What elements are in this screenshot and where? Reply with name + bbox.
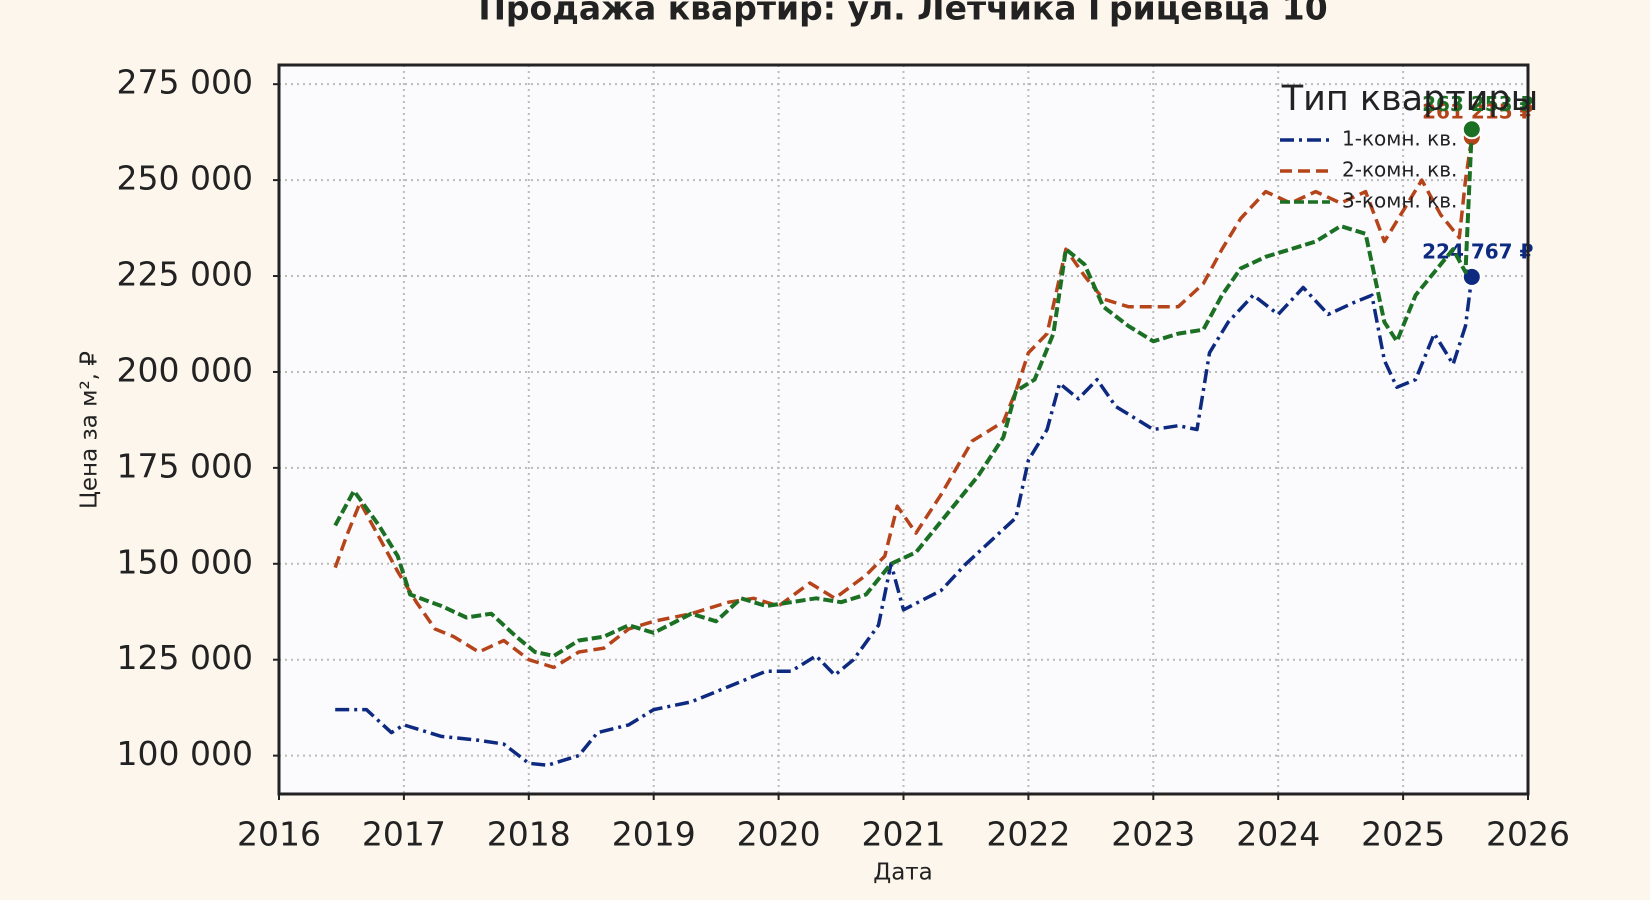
legend-label: 1-комн. кв. xyxy=(1342,127,1457,151)
x-axis-label: Дата xyxy=(873,860,933,886)
legend: Тип квартиры 1-комн. кв. 2-комн. кв. 3-комн… xyxy=(1280,79,1538,213)
y-tick-label: 275 000 xyxy=(117,63,253,102)
y-tick-label: 200 000 xyxy=(117,350,253,389)
y-tick-label: 150 000 xyxy=(117,542,253,581)
end-point xyxy=(1461,119,1482,140)
legend-label: 3-комн. кв. xyxy=(1342,189,1457,213)
x-tick-label: 2022 xyxy=(986,815,1070,854)
legend-title: Тип квартиры xyxy=(1281,79,1539,119)
x-tick-label: 2026 xyxy=(1486,815,1570,854)
y-tick-label: 250 000 xyxy=(117,159,253,198)
y-tick-label: 100 000 xyxy=(117,734,253,773)
legend-label: 2-комн. кв. xyxy=(1342,158,1457,182)
end-label: 224 767 ₽ xyxy=(1422,239,1533,263)
x-tick-label: 2024 xyxy=(1236,815,1320,854)
x-tick-label: 2017 xyxy=(362,815,446,854)
x-tick-label: 2020 xyxy=(737,815,821,854)
y-tick-label: 125 000 xyxy=(117,638,253,677)
y-tick-label: 175 000 xyxy=(117,446,253,485)
chart-title: Продажа квартир: ул. Летчика Грицевца 10 xyxy=(478,0,1327,28)
series-line xyxy=(335,276,1474,767)
end-label: 263 253 ₽ xyxy=(1422,92,1533,116)
x-tick-label: 2018 xyxy=(487,815,571,854)
x-tick-label: 2025 xyxy=(1361,815,1445,854)
y-tick-label: 225 000 xyxy=(117,255,253,294)
lines: 224 767 ₽ 261 215 ₽263 253 ₽ xyxy=(333,92,1534,767)
y-axis-label: Цена за м², ₽ xyxy=(77,351,103,509)
x-tick-label: 2023 xyxy=(1111,815,1195,854)
x-tick-label: 2016 xyxy=(237,815,321,854)
series-line xyxy=(333,129,1474,658)
x-tick-label: 2019 xyxy=(612,815,696,854)
series-line xyxy=(333,136,1474,670)
end-label: 261 215 ₽ xyxy=(1422,100,1533,124)
x-tick-label: 2021 xyxy=(862,815,946,854)
